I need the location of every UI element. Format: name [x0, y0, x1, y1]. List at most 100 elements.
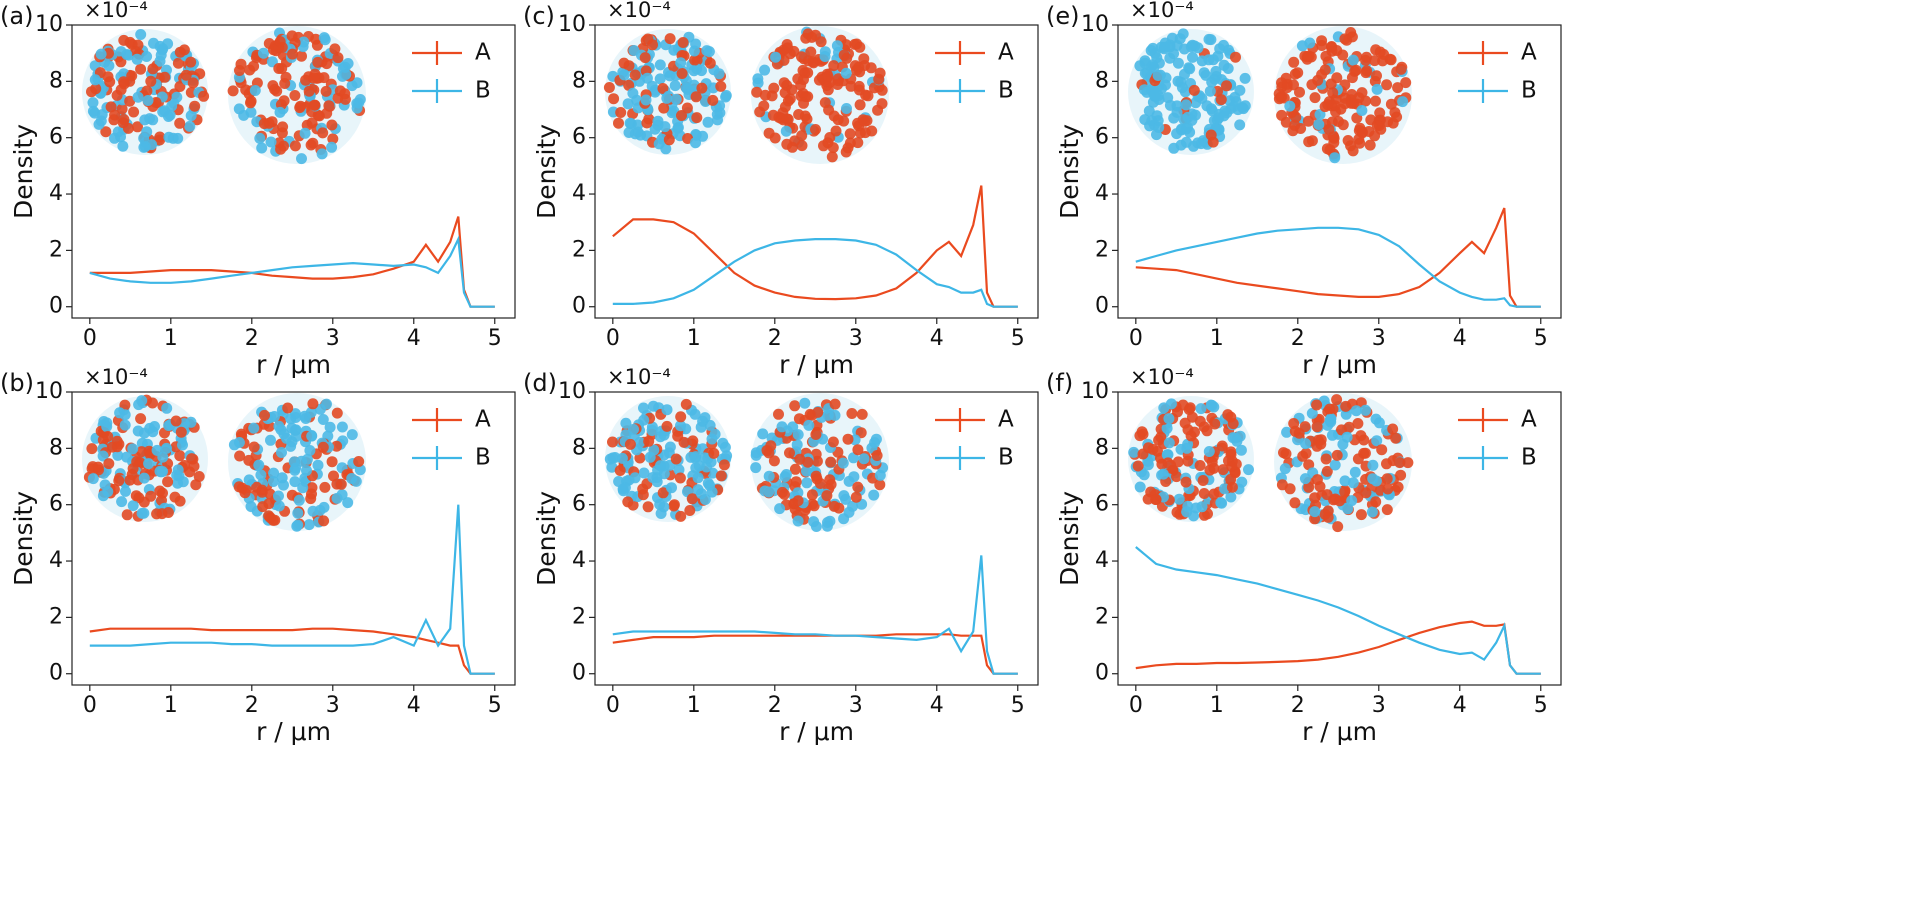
particle [301, 465, 312, 476]
particle [139, 114, 151, 126]
particle [1387, 117, 1399, 129]
particle [1309, 492, 1321, 504]
particle [135, 63, 147, 75]
particle [1171, 100, 1183, 112]
particle [752, 77, 764, 89]
particle [1180, 476, 1192, 488]
particle [1284, 100, 1296, 112]
particle [132, 91, 144, 103]
particle [850, 491, 862, 503]
particle [268, 467, 280, 479]
particle [273, 420, 285, 432]
particle [842, 433, 854, 445]
particle [874, 67, 886, 79]
particle [1370, 496, 1382, 508]
sphere-images [603, 26, 889, 164]
particle [118, 76, 130, 88]
particle [844, 128, 856, 140]
particle [1203, 33, 1215, 45]
x-tick-label: 5 [488, 326, 502, 351]
particle [822, 71, 834, 82]
legend-label: A [1521, 40, 1537, 66]
particle [1214, 43, 1226, 55]
particle [1325, 414, 1337, 425]
particle [1400, 77, 1412, 89]
particle [172, 57, 184, 69]
particle [778, 488, 790, 500]
particle [1215, 94, 1227, 106]
particle [1360, 67, 1372, 79]
particle [131, 53, 143, 65]
legend-label: B [475, 78, 491, 104]
particle [255, 469, 267, 481]
particle [781, 138, 793, 150]
particle [680, 398, 692, 410]
particle [170, 415, 182, 427]
y-tick-label: 0 [1095, 661, 1109, 686]
particle [787, 421, 799, 433]
particle [132, 121, 143, 133]
particle [269, 83, 281, 95]
particle [1319, 64, 1331, 76]
particle [119, 399, 131, 411]
particle [245, 97, 256, 109]
particle [126, 70, 138, 82]
particle [306, 117, 318, 129]
particle [1153, 122, 1165, 133]
y-tick-label: 2 [1095, 604, 1109, 629]
sphere-images [82, 393, 366, 532]
particle [1360, 487, 1372, 499]
particle [852, 481, 864, 493]
particle [319, 481, 331, 493]
particle [1198, 509, 1210, 521]
particle [1209, 418, 1221, 430]
particle [838, 513, 850, 525]
particle [1132, 460, 1144, 472]
particle [102, 71, 114, 83]
particle [841, 103, 852, 114]
particle [661, 92, 673, 104]
particle [259, 409, 270, 421]
particle [810, 429, 822, 440]
particle [782, 95, 794, 107]
data-line [612, 185, 1018, 308]
particle [234, 65, 245, 76]
particle [870, 433, 882, 445]
particle [124, 95, 136, 107]
y-tick-label: 8 [1095, 68, 1109, 93]
particle [1176, 82, 1188, 94]
particle [1324, 403, 1336, 415]
particle [1210, 65, 1222, 77]
particle [115, 56, 127, 68]
particle [1326, 45, 1338, 57]
particle [111, 89, 123, 101]
particle [1302, 115, 1314, 127]
particle [185, 416, 197, 428]
particle [848, 471, 860, 483]
particle [121, 451, 133, 463]
particle [177, 439, 188, 451]
particle [1331, 394, 1343, 406]
particle [90, 83, 102, 95]
particle [801, 477, 813, 489]
particle [769, 132, 781, 144]
particle [121, 509, 133, 521]
particle [1385, 98, 1397, 110]
x-tick-label: 3 [849, 326, 863, 351]
particle [342, 58, 354, 69]
sphere-images [1128, 26, 1412, 164]
particle [1172, 456, 1184, 468]
particle [858, 53, 870, 65]
legend-label: B [1521, 78, 1537, 104]
particle [678, 436, 690, 448]
particle [778, 77, 790, 89]
panel-label: (a) [0, 2, 33, 30]
particle [154, 465, 166, 477]
particle [256, 142, 268, 154]
particle [273, 490, 284, 502]
particle [351, 102, 363, 114]
particle [813, 74, 825, 86]
particle [643, 435, 655, 447]
particle [103, 458, 115, 470]
particle [1152, 70, 1164, 81]
